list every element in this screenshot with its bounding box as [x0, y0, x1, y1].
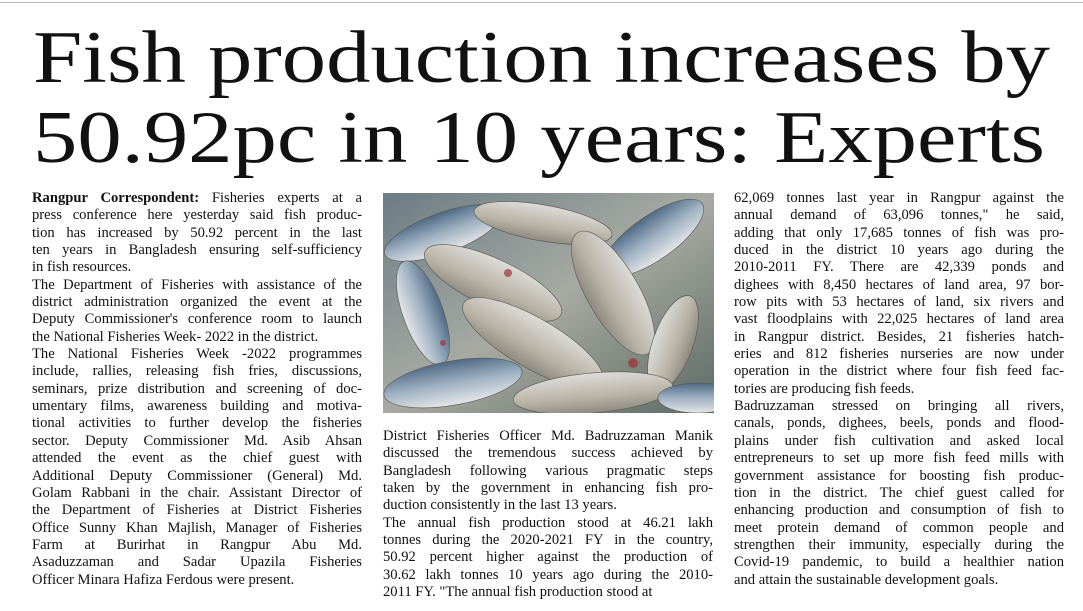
text-line: Asaduzzaman and Sadar Upazila Fisheries: [32, 554, 362, 571]
text-line: government assistance for boosting fish …: [734, 467, 1064, 484]
text-line: 62,069 tonnes last year in Rangpur again…: [734, 190, 1064, 206]
text-line: Rangpur Correspondent: Fisheries experts…: [32, 190, 362, 207]
text-line: adding that only 17,685 tonnes of fish w…: [734, 224, 1064, 241]
text-line: Officer Minara Hafiza Ferdous were prese…: [32, 571, 295, 588]
text-line: attended the event as the chief guest wi…: [32, 450, 362, 467]
text-line: Additional Deputy Commissioner (General)…: [32, 467, 362, 484]
text-line: include, rallies, releasing fish fries, …: [32, 363, 362, 380]
text-line: and attain the sustainable development g…: [734, 571, 999, 588]
text-line: The Department of Fisheries with assista…: [32, 276, 362, 293]
text-line-body: Fisheries experts at a: [211, 190, 362, 206]
fish-photo: [383, 193, 714, 413]
text-line: ten years in Bangladesh ensuring self-su…: [32, 242, 362, 259]
text-line: tional activities to further develop the…: [32, 415, 362, 432]
text-line: District Fisheries Officer Md. Badruzzam…: [383, 428, 713, 444]
text-line: The annual fish production stood at 46.2…: [383, 514, 713, 531]
text-line: 30.62 lakh tonnes 10 years ago during th…: [383, 566, 713, 583]
text-line: duced in the district 10 years ago durin…: [734, 242, 1064, 259]
text-line: the Department of Fisheries at District …: [32, 502, 362, 519]
text-line: row pits with 53 hectares of land, six r…: [734, 294, 1064, 311]
text-line: Badruzzaman stressed on bringing all riv…: [734, 398, 1064, 415]
text-line: dighees with 8,450 hectares of land area…: [734, 276, 1064, 293]
text-line: operation in the district where four fis…: [734, 363, 1064, 380]
text-line: seminars, prize distribution and screeni…: [32, 380, 362, 397]
text-line: discussed the tremendous success achieve…: [383, 445, 713, 462]
text-line: sector. Deputy Commissioner Md. Asib Ahs…: [32, 432, 362, 449]
column: District Fisheries Officer Md. Badruzzam…: [383, 428, 713, 601]
top-rule: [0, 2, 1083, 3]
text-line: in fish resources.: [32, 259, 132, 276]
text-line: meet protein demand of common people and: [734, 519, 1064, 536]
text-line: Golam Rabbani in the chair. Assistant Di…: [32, 484, 362, 501]
photo: [383, 193, 714, 413]
text-line: district administration organized the ev…: [32, 294, 362, 311]
text-line: taken by the government in enhancing fis…: [383, 480, 713, 497]
text-line: tonnes during the 2020-2021 FY in the co…: [383, 532, 713, 549]
text-line: The National Fisheries Week -2022 progra…: [32, 346, 362, 363]
text-line: Deputy Commissioner's conference room to…: [32, 311, 362, 328]
text-line: umentary films, awareness building and m…: [32, 398, 362, 415]
column: 62,069 tonnes last year in Rangpur again…: [734, 190, 1064, 589]
text-line: in Rangpur district. Besides, 21 fisheri…: [734, 328, 1064, 345]
text-line: the National Fisheries Week- 2022 in the…: [32, 328, 319, 345]
text-line: Office Sunny Khan Majlish, Manager of Fi…: [32, 519, 362, 536]
text-line: press conference here yesterday said fis…: [32, 207, 362, 224]
headline-line: Fish production increases by: [33, 17, 1050, 99]
text-line: duction consistently in the last 13 year…: [383, 497, 617, 514]
byline: Rangpur Correspondent:: [32, 190, 200, 206]
text-line: vast floodplains with 22,025 hectares of…: [734, 311, 1064, 328]
text-line: tion has increased by 50.92 percent in t…: [32, 224, 362, 241]
text-line: annual demand of 63,096 tonnes," he said…: [734, 207, 1064, 224]
text-line: canals, ponds, dighees, beels, ponds and…: [734, 415, 1064, 432]
headline-line: 50.92pc in 10 years: Experts: [33, 97, 1045, 179]
text-line: 50.92 percent higher against the product…: [383, 549, 713, 566]
text-line: Farm at Burirhat in Rangpur Abu Md.: [32, 536, 362, 553]
text-line: 2011 FY. "The annual fish production sto…: [383, 584, 653, 601]
text-line: strengthen their immunity, especially du…: [734, 536, 1064, 553]
text-line: plains under fish cultivation and asked …: [734, 432, 1064, 449]
text-line: tion in the district. The chief guest ca…: [734, 484, 1064, 501]
text-line: Covid-19 pandemic, to build a healthier …: [734, 554, 1064, 571]
text-line: eries and 812 fisheries nurseries are no…: [734, 346, 1064, 363]
text-line: Bangladesh following various pragmatic s…: [383, 462, 713, 479]
text-line: 2010-2011 FY. There are 42,339 ponds and: [734, 259, 1064, 276]
text-line: tories are producing fish feeds.: [734, 380, 915, 397]
text-line: enhancing production and consumption of …: [734, 502, 1064, 519]
column: Rangpur Correspondent: Fisheries experts…: [32, 190, 362, 589]
text-line: entrepreneurs to set up more fish feed m…: [734, 450, 1064, 467]
